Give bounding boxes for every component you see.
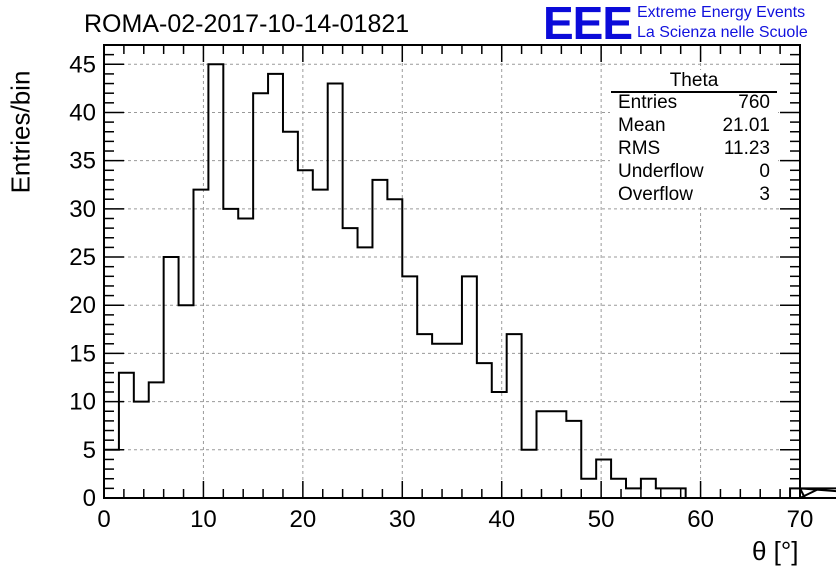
y-tick-label: 5 (83, 437, 96, 464)
x-tick-label: 30 (389, 506, 416, 533)
stats-key: Underflow (618, 161, 704, 182)
y-tick-label: 35 (69, 148, 96, 175)
chart-title: ROMA-02-2017-10-14-01821 (84, 10, 410, 38)
stats-value: 21.01 (722, 115, 770, 136)
plot-frame (103, 44, 801, 499)
stats-title: Theta (669, 70, 719, 91)
x-tick-label: 0 (97, 506, 110, 533)
y-tick-label: 30 (69, 196, 96, 223)
x-tick-label: 20 (290, 506, 317, 533)
y-tick-label: 45 (69, 51, 96, 78)
stats-key: RMS (618, 138, 661, 159)
y-tick-label: 20 (69, 292, 96, 319)
stats-value: 3 (759, 184, 770, 205)
eee-logo-mark: EEE (543, 0, 633, 49)
x-axis-label: θ [°] (752, 536, 799, 566)
stats-title-underline (611, 91, 777, 93)
y-tick-label: 10 (69, 389, 96, 416)
x-tick-label: 40 (488, 506, 515, 533)
y-tick-label: 40 (69, 99, 96, 126)
y-tick-label: 0 (83, 485, 96, 512)
stats-key: Entries (618, 92, 678, 113)
stats-value: 0 (759, 161, 770, 182)
y-tick-label: 15 (69, 340, 96, 367)
y-axis-label-box: Entries/bin (4, 62, 38, 202)
eee-logo-text: Extreme Energy Events La Scienza nelle S… (637, 3, 808, 43)
stats-key: Overflow (618, 184, 693, 205)
x-tick-label: 10 (190, 506, 217, 533)
x-tick-label: 70 (787, 506, 814, 533)
stats-key: Mean (618, 115, 666, 136)
y-tick-label: 25 (69, 244, 96, 271)
stats-value: 760 (738, 92, 770, 113)
y-axis-label: Entries/bin (5, 70, 36, 194)
histogram-series-line (103, 63, 836, 499)
logo-line-1: Extreme Energy Events (637, 4, 806, 21)
stats-box: Theta Entries 760 Mean 21.01 RMS 11.23 U… (610, 70, 778, 207)
x-tick-label: 60 (687, 506, 714, 533)
stats-value: 11.23 (723, 138, 770, 159)
logo-line-2: La Scienza nelle Scuole (637, 24, 808, 41)
x-tick-label: 50 (588, 506, 615, 533)
